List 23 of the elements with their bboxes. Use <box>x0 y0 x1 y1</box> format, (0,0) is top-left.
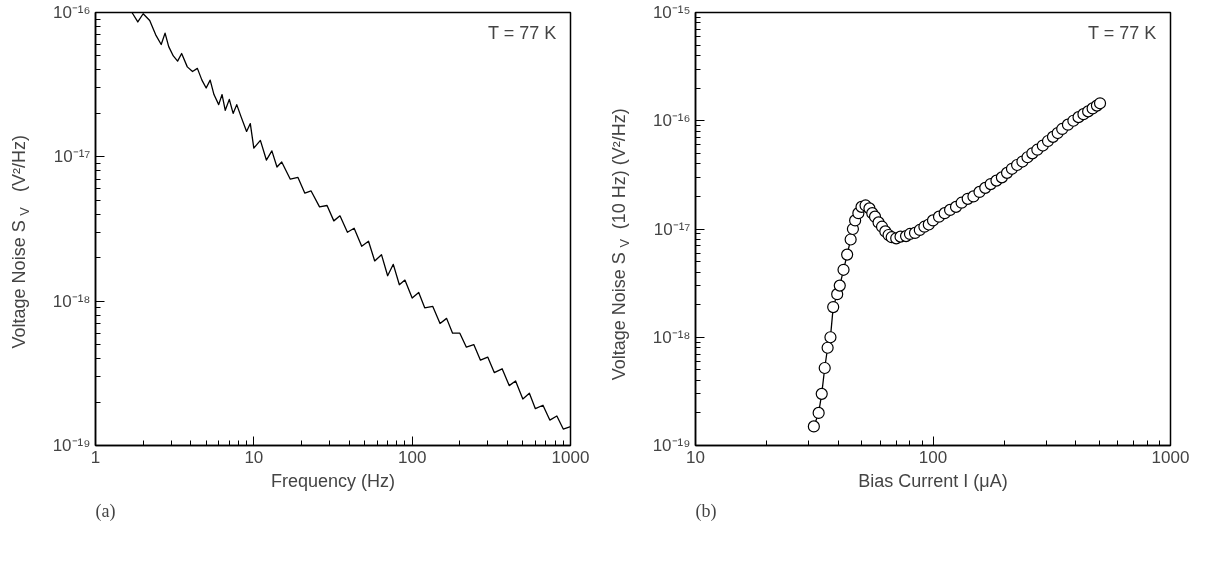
y-tick-label: 10⁻¹⁵ <box>652 3 691 22</box>
x-axis-title: Frequency (Hz) <box>270 470 396 491</box>
x-tick-label: 10 <box>686 447 705 467</box>
y-axis-title: Voltage Noise SV (10 Hz) (V²/Hz) <box>608 108 632 381</box>
x-tick-label: 10 <box>244 447 264 467</box>
y-axis-title: Voltage Noise SV (V²/Hz) <box>8 135 32 349</box>
y-tick-label: 10⁻¹⁸ <box>652 327 691 347</box>
text: (a) <box>95 500 116 522</box>
y-tick-label: 10⁻¹⁹ <box>52 436 91 455</box>
x-axis-title: Bias Current I (μA) <box>858 470 1008 491</box>
y-tick-label: 10⁻¹⁷ <box>653 219 691 239</box>
annotation: T = 77 K <box>1087 22 1157 43</box>
x-tick-label: 1000 <box>551 447 590 467</box>
y-tick-label: 10⁻¹⁶ <box>52 3 91 22</box>
x-tick-label: 100 <box>918 447 948 467</box>
x-tick-label: 1000 <box>1151 447 1190 467</box>
y-tick-label: 10⁻¹⁷ <box>53 147 91 167</box>
text: (b) <box>695 500 717 522</box>
annotation: T = 77 K <box>487 22 557 43</box>
x-tick-label: 1 <box>90 447 101 467</box>
y-tick-label: 10⁻¹⁶ <box>652 111 691 131</box>
y-tick-label: 10⁻¹⁸ <box>52 291 91 311</box>
x-tick-label: 100 <box>397 447 427 467</box>
